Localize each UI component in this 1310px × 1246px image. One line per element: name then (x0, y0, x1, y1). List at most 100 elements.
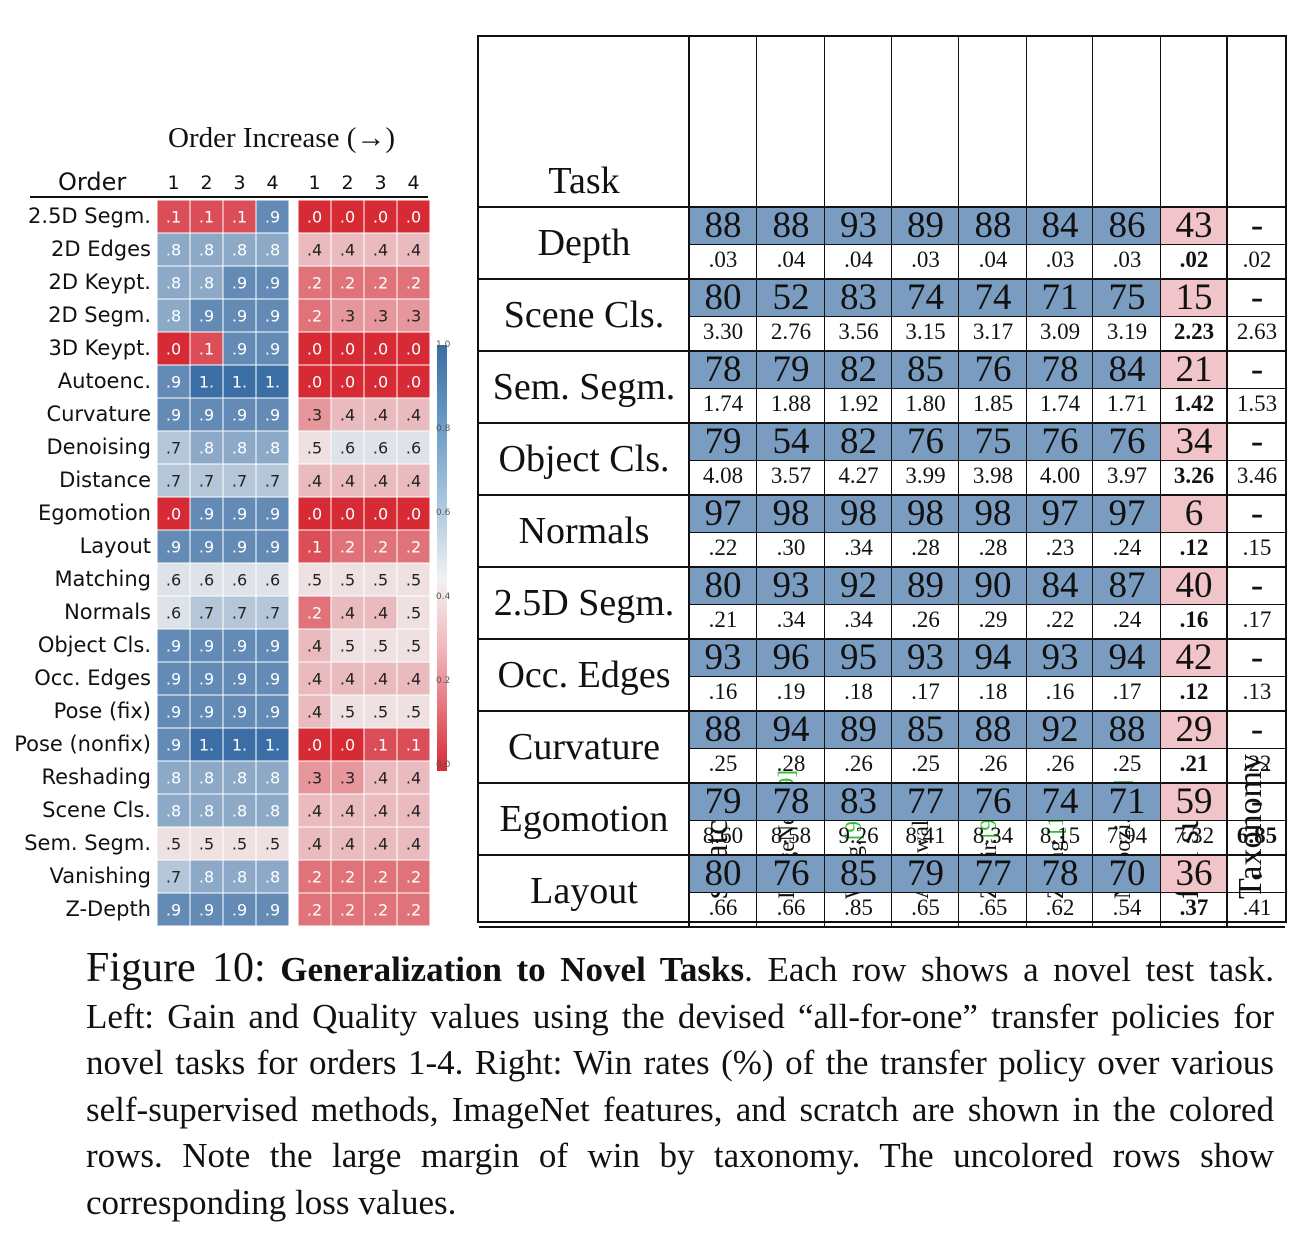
heatmap-cell-value: .6 (373, 439, 388, 458)
win-rate-cell: 93 (689, 639, 757, 677)
heatmap-cell-value: .4 (340, 835, 355, 854)
win-rate-cell: 88 (757, 207, 825, 245)
heatmap-cell (396, 760, 431, 795)
heatmap-cell (396, 430, 431, 465)
row-divider (479, 566, 1285, 568)
heatmap-cell-value: .0 (340, 736, 355, 755)
column-divider (891, 37, 892, 927)
win-rate-cell: 43 (1161, 207, 1227, 245)
loss-cell: .65 (911, 895, 940, 920)
loss-cell: 1.80 (905, 391, 946, 416)
heatmap-cell (255, 826, 290, 861)
heatmap-cell (363, 199, 398, 234)
heatmap-cell (297, 595, 332, 630)
heatmap-cell-value: .2 (373, 901, 388, 920)
heatmap-cell-value: .4 (340, 472, 355, 491)
win-rate-cell: 78 (689, 351, 757, 389)
heatmap-cell-value: .4 (373, 604, 388, 623)
loss-cell: .34 (776, 607, 806, 632)
win-rate-cell: 6 (1161, 495, 1227, 533)
task-name: Curvature (508, 726, 660, 768)
heatmap-cell-value: .5 (232, 835, 247, 854)
heatmap-cell-value: .3 (373, 307, 388, 326)
order-number: 1 (308, 172, 321, 194)
column-divider (1226, 37, 1228, 927)
heatmap-cell-value: .2 (373, 868, 388, 887)
loss-cell: 3.99 (905, 463, 946, 488)
heatmap-cell-value: 1. (199, 736, 214, 755)
heatmap-title: Order Increase (→) (168, 122, 396, 154)
loss-cell: .03 (708, 247, 738, 272)
heatmap-cell-value: .9 (265, 637, 280, 656)
loss-cell: .66 (708, 895, 738, 920)
win-rate-cell: 94 (757, 711, 825, 749)
win-rate-cell: 15 (1161, 279, 1227, 317)
win-rate-cell: - (1250, 853, 1264, 894)
heatmap-cell (297, 628, 332, 663)
win-rate-cell: 34 (1161, 423, 1227, 461)
heatmap-cell-value: .9 (265, 307, 280, 326)
heatmap-cell-value: .0 (373, 340, 388, 359)
heatmap-cell-value: .6 (340, 439, 355, 458)
heatmap-cell-value: .6 (166, 571, 181, 590)
heatmap-cell-value: .8 (265, 802, 280, 821)
heatmap-cell-value: .5 (307, 439, 322, 458)
win-rate-cell: 52 (757, 279, 825, 317)
heatmap-cell (396, 364, 431, 399)
heatmap-cell-value: .4 (406, 769, 421, 788)
heatmap-cell (396, 265, 431, 300)
win-rate-cell: - (1250, 493, 1264, 534)
win-rate-cell: 85 (825, 855, 892, 893)
heatmap-cell (189, 463, 224, 498)
win-rate-cell: 71 (1027, 279, 1093, 317)
loss-cell: 3.98 (972, 463, 1014, 488)
heatmap-cell-value: .0 (340, 505, 355, 524)
heatmap-cell-value: .4 (406, 835, 421, 854)
heatmap-cell-value: .9 (166, 670, 181, 689)
heatmap-cell-value: .7 (232, 604, 247, 623)
heatmap-cell (297, 826, 332, 861)
heatmap-cell-value: .9 (265, 208, 280, 227)
heatmap-cell-value: .6 (232, 571, 247, 590)
heatmap-cell-value: .8 (232, 868, 247, 887)
heatmap-cell (255, 496, 290, 531)
win-rate-cell: 76 (1093, 423, 1161, 461)
loss-cell: 3.56 (838, 319, 879, 344)
heatmap-row-label: 3D Keypt. (48, 336, 151, 360)
heatmap-cell-value: .6 (265, 571, 280, 590)
win-rate-cell: 96 (757, 639, 825, 677)
heatmap-cell-value: .8 (232, 769, 247, 788)
loss-cell: .37 (1179, 895, 1209, 920)
heatmap-cell-value: .0 (373, 505, 388, 524)
heatmap-cell (330, 529, 365, 564)
heatmap-cell-value: .5 (265, 835, 280, 854)
heatmap-cell-value: .6 (166, 604, 181, 623)
heatmap-cell-value: .9 (199, 703, 214, 722)
heatmap-cell (396, 628, 431, 663)
heatmap-cell-value: .4 (340, 670, 355, 689)
heatmap-cell-value: .9 (199, 670, 214, 689)
win-rate-cell: 97 (1093, 495, 1161, 533)
heatmap-cell (255, 331, 290, 366)
heatmap-cell-value: .6 (406, 439, 421, 458)
row-divider (479, 638, 1285, 640)
heatmap-cell-value: .2 (340, 901, 355, 920)
win-rate-cell: 42 (1161, 639, 1227, 677)
win-rate-cell: 85 (892, 711, 959, 749)
win-rate-cell: 77 (892, 783, 959, 821)
colorbar-tick: 0.6 (436, 508, 451, 518)
win-rate-cell: 83 (825, 783, 892, 821)
win-rate-cell: 82 (825, 423, 892, 461)
loss-cell: .13 (1242, 679, 1272, 704)
heatmap-cell-value: .4 (340, 406, 355, 425)
heatmap-row-label: Distance (59, 468, 151, 492)
row-divider (479, 350, 1285, 352)
heatmap-cell (189, 793, 224, 828)
order-number: 3 (233, 172, 246, 194)
heatmap-cell-value: .8 (265, 868, 280, 887)
heatmap-cell (156, 826, 191, 861)
heatmap-cell-value: .8 (199, 769, 214, 788)
task-name: Scene Cls. (503, 294, 665, 336)
heatmap-cell (297, 265, 332, 300)
heatmap-cell-value: .4 (340, 241, 355, 260)
